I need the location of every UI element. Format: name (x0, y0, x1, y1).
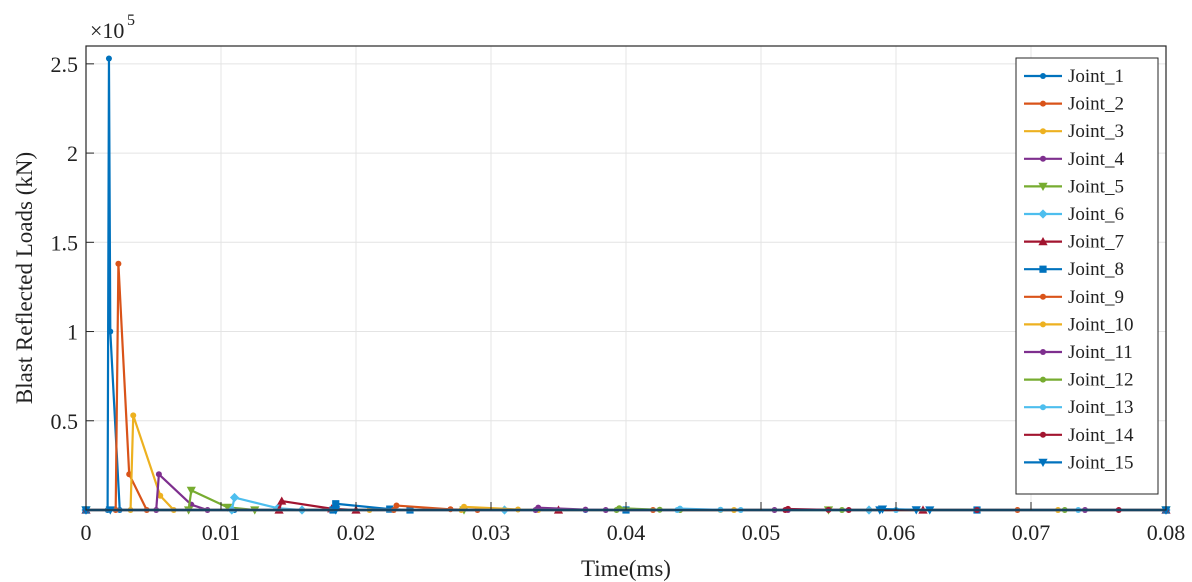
y-tick-label: 0.5 (51, 409, 79, 434)
x-axis-title: Time(ms) (581, 556, 671, 581)
legend-marker-joint-2 (1040, 100, 1046, 107)
y-tick-label: 2 (67, 141, 78, 166)
legend-marker-joint-12 (1040, 376, 1046, 383)
legend-label-joint-5: Joint_5 (1068, 176, 1124, 197)
legend-label-joint-1: Joint_1 (1068, 66, 1124, 87)
legend-marker-joint-5 (1038, 182, 1048, 191)
legend-label-joint-14: Joint_14 (1068, 425, 1134, 446)
legend-label-joint-6: Joint_6 (1068, 204, 1124, 225)
data-point-joint-5 (186, 486, 196, 495)
data-point-joint-3 (157, 492, 164, 499)
legend-marker-joint-15 (1038, 458, 1048, 467)
legend-label-joint-13: Joint_13 (1068, 397, 1133, 418)
y-tick-label: 1.5 (51, 230, 79, 255)
legend-marker-joint-7 (1038, 237, 1048, 246)
legend-entry-joint-6: Joint_6 (1024, 204, 1124, 225)
legend-entry-joint-11: Joint_11 (1024, 342, 1133, 363)
data-point-joint-4 (155, 471, 162, 478)
legend-entry-joint-4: Joint_4 (1024, 149, 1124, 170)
legend: Joint_1 Joint_2 Joint_3 Joint_4 Joint_5 Joint… (1015, 57, 1159, 495)
legend-entry-joint-1: Joint_1 (1024, 66, 1124, 87)
x-tick-label: 0.04 (607, 520, 646, 545)
legend-entry-joint-3: Joint_3 (1024, 121, 1124, 142)
data-point-joint-7 (277, 496, 287, 505)
data-point-joint-9 (393, 502, 400, 509)
y-multiplier-base: ×10 (90, 18, 124, 43)
legend-label-joint-2: Joint_2 (1068, 94, 1124, 115)
legend-entry-joint-9: Joint_9 (1024, 287, 1124, 308)
legend-marker-joint-11 (1040, 349, 1046, 355)
y-multiplier-exponent: 5 (127, 12, 135, 29)
data-point-joint-8 (332, 500, 340, 508)
x-tick-label: 0.03 (472, 520, 511, 545)
legend-marker-joint-9 (1040, 293, 1046, 300)
data-point-joint-1 (105, 55, 112, 62)
legend-entry-joint-10: Joint_10 (1024, 314, 1133, 335)
legend-marker-joint-14 (1040, 431, 1046, 438)
axis-ticks: 0 0.01 0.02 0.03 0.04 0.05 0.06 0.07 0.08 0.5 1 1.5… (51, 52, 1186, 545)
data-point-joint-1 (107, 328, 114, 335)
data-point-joint-6 (229, 492, 240, 503)
y-multiplier: ×10 5 (90, 12, 135, 43)
data-point-joint-2 (115, 260, 122, 267)
x-tick-label: 0.02 (337, 520, 376, 545)
data-point-joint-10 (461, 503, 467, 510)
legend-label-joint-7: Joint_7 (1068, 232, 1124, 253)
data-point-joint-5 (223, 503, 233, 512)
legend-entry-joint-14: Joint_14 (1024, 425, 1134, 446)
y-axis-title: Blast Reflected Loads (kN) (12, 152, 37, 404)
y-tick-label: 2.5 (51, 52, 79, 77)
legend-label-joint-8: Joint_8 (1068, 259, 1124, 280)
legend-marker-joint-6 (1038, 209, 1048, 219)
x-tick-label: 0.08 (1147, 520, 1186, 545)
legend-entry-joint-12: Joint_12 (1024, 370, 1133, 391)
legend-entries: Joint_1 Joint_2 Joint_3 Joint_4 Joint_5 Joint… (1024, 66, 1134, 473)
legend-marker-joint-3 (1040, 128, 1046, 135)
legend-label-joint-15: Joint_15 (1068, 452, 1133, 473)
legend-marker-joint-4 (1040, 155, 1046, 162)
x-tick-label: 0.01 (202, 520, 241, 545)
legend-label-joint-10: Joint_10 (1068, 314, 1133, 335)
x-tick-label: 0.05 (742, 520, 781, 545)
legend-entry-joint-13: Joint_13 (1024, 397, 1133, 418)
legend-entry-joint-15: Joint_15 (1024, 452, 1133, 473)
legend-marker-joint-8 (1039, 265, 1047, 273)
legend-label-joint-11: Joint_11 (1068, 342, 1133, 363)
legend-marker-joint-13 (1040, 404, 1046, 411)
x-tick-label: 0.06 (877, 520, 916, 545)
y-tick-label: 1 (67, 320, 78, 345)
data-point-joint-3 (130, 412, 137, 419)
x-tick-label: 0.07 (1012, 520, 1051, 545)
legend-label-joint-3: Joint_3 (1068, 121, 1124, 142)
x-tick-label: 0 (81, 520, 92, 545)
legend-label-joint-9: Joint_9 (1068, 287, 1124, 308)
legend-label-joint-12: Joint_12 (1068, 370, 1133, 391)
legend-entry-joint-2: Joint_2 (1024, 94, 1124, 115)
legend-entry-joint-5: Joint_5 (1024, 176, 1124, 197)
legend-entry-joint-8: Joint_8 (1024, 259, 1124, 280)
legend-marker-joint-10 (1040, 321, 1046, 328)
legend-marker-joint-1 (1040, 73, 1046, 79)
legend-label-joint-4: Joint_4 (1068, 149, 1124, 170)
legend-entry-joint-7: Joint_7 (1024, 232, 1124, 253)
